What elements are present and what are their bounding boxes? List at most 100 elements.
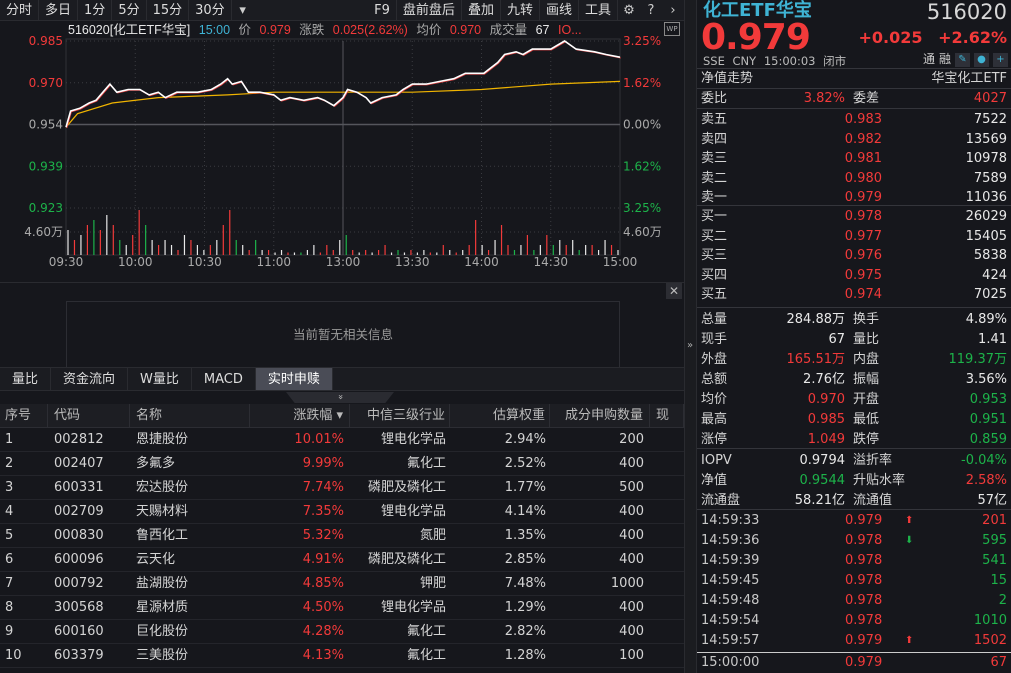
bids-row[interactable]: 买二 0.977 15405 <box>697 227 1011 247</box>
cell-0: 8 <box>5 600 14 615</box>
period-1[interactable]: 多日 <box>39 0 79 21</box>
stat-value: 284.88万 <box>786 312 846 327</box>
asks-row[interactable]: 卖一 0.979 11036 <box>697 188 1011 208</box>
panel-divider[interactable]: » <box>684 0 697 673</box>
asks-row[interactable]: 卖四 0.982 13569 <box>697 130 1011 150</box>
x-tick: 09:30 <box>49 255 84 269</box>
column-header-6[interactable]: 成分申购数量 <box>550 404 650 427</box>
tool-button-4[interactable]: 画线 <box>540 0 579 21</box>
column-header-7[interactable]: 现 <box>650 404 684 427</box>
tab-0[interactable]: 量比 <box>0 368 52 390</box>
cell-5: 2.82% <box>504 624 546 639</box>
bids-row[interactable]: 买三 0.976 5838 <box>697 246 1011 266</box>
tool-button-5[interactable]: 工具 <box>579 0 618 21</box>
tick-volume: 541 <box>982 553 1007 568</box>
close-icon[interactable]: ✕ <box>666 283 682 299</box>
x-tick: 14:30 <box>533 255 568 269</box>
asks-row[interactable]: 卖三 0.981 10978 <box>697 149 1011 169</box>
nav-trend-link[interactable]: 净值走势 <box>701 71 754 86</box>
intraday-chart[interactable]: 0.985 3.25% 0.970 1.62% 0.954 0.00% 0.939 1.62%… <box>0 30 684 280</box>
tool-button-1[interactable]: 盘前盘后 <box>397 0 462 21</box>
table-row[interactable]: 8 300568 星源材质 4.50% 锂电化学品 1.29% 400 <box>0 596 684 620</box>
table-row[interactable]: 6 600096 云天化 4.91% 磷肥及磷化工 2.85% 400 <box>0 548 684 572</box>
chevron-right-icon[interactable]: › <box>670 2 676 18</box>
wp-icon[interactable]: WP <box>664 22 680 36</box>
cell-1: 600331 <box>54 480 104 495</box>
column-header-4[interactable]: 中信三级行业 <box>350 404 450 427</box>
column-header-3[interactable]: 涨跌幅 ▾ <box>250 404 350 427</box>
bids-row[interactable]: 买四 0.975 424 <box>697 266 1011 286</box>
plus-icon[interactable]: + <box>993 52 1008 67</box>
stat-label: 内盘 <box>853 352 880 367</box>
table-row[interactable]: 4 002709 天赐材料 7.35% 锂电化学品 4.14% 400 <box>0 500 684 524</box>
weicha-value: 4027 <box>973 91 1007 106</box>
pencil-icon[interactable]: ✎ <box>955 52 970 67</box>
volume-label: 成交量 <box>489 23 528 37</box>
y-tick-left: 0.970 <box>29 76 63 90</box>
collapse-toggle[interactable]: » <box>286 392 394 403</box>
tick-price: 0.978 <box>845 593 883 608</box>
tick-list[interactable]: 14:59:33 0.979 ⬆ 201 14:59:36 0.978 ⬇ 595 14:59:… <box>697 509 1011 672</box>
column-header-5[interactable]: 估算权重 <box>450 404 550 427</box>
table-row[interactable]: 7 000792 盐湖股份 4.85% 钾肥 7.48% 1000 <box>0 572 684 596</box>
tab-3[interactable]: MACD <box>192 368 256 390</box>
tool-button-3[interactable]: 九转 <box>501 0 540 21</box>
help-icon[interactable]: ? <box>647 2 655 18</box>
asks-row[interactable]: 卖五 0.983 7522 <box>697 110 1011 130</box>
level-label: 买五 <box>701 287 728 302</box>
more-periods-icon[interactable]: ▾ <box>239 2 246 18</box>
bell-icon[interactable]: ● <box>974 52 989 67</box>
security-label: 516020[化工ETF华宝] <box>68 23 191 37</box>
stat-label: IOPV <box>701 453 732 468</box>
cell-7 <box>650 644 684 667</box>
period-0[interactable]: 分时 <box>0 0 40 21</box>
cell-5: 2.52% <box>504 456 546 471</box>
cell-6: 400 <box>619 456 644 471</box>
cell-6: 100 <box>619 648 644 663</box>
period-3[interactable]: 5分 <box>112 0 147 21</box>
bids-row[interactable]: 买一 0.978 26029 <box>697 207 1011 227</box>
level-price: 0.974 <box>844 287 882 302</box>
tick-row: 14:59:45 0.978 15 <box>697 571 1011 591</box>
stat-row: IOPV 0.9794 溢折率 -0.04% <box>697 451 1011 471</box>
gear-icon[interactable]: ⚙ <box>623 2 635 18</box>
table-row[interactable]: 9 600160 巨化股份 4.28% 氟化工 2.82% 400 <box>0 620 684 644</box>
tool-button-2[interactable]: 叠加 <box>462 0 501 21</box>
stat-label: 总量 <box>701 312 728 327</box>
tab-4[interactable]: 实时申赎 <box>255 368 333 390</box>
stat-row: 均价 0.970 开盘 0.953 <box>697 390 1011 410</box>
tool-button-0[interactable]: F9 <box>368 0 397 21</box>
tab-2[interactable]: W量比 <box>128 368 192 390</box>
cell-3: 4.91% <box>302 552 344 567</box>
table-row[interactable]: 1 002812 恩捷股份 10.01% 锂电化学品 2.94% 200 <box>0 428 684 452</box>
level-label: 卖五 <box>701 112 728 127</box>
expand-icon[interactable]: » <box>687 340 694 351</box>
table-row[interactable]: 2 002407 多氟多 9.99% 氟化工 2.52% 400 <box>0 452 684 476</box>
column-header-1[interactable]: 代码 <box>48 404 130 427</box>
period-2[interactable]: 1分 <box>78 0 113 21</box>
asks-row[interactable]: 卖二 0.980 7589 <box>697 169 1011 189</box>
nav-row: 净值走势 华宝化工ETF <box>697 68 1011 89</box>
tab-1[interactable]: 资金流向 <box>51 368 129 390</box>
cell-0: 6 <box>5 552 14 567</box>
no-arrow <box>905 551 925 571</box>
tick-time: 14:59:48 <box>701 593 760 608</box>
stat-value: 0.953 <box>969 392 1007 407</box>
period-5[interactable]: 30分 <box>189 0 232 21</box>
cell-5: 1.77% <box>504 480 546 495</box>
column-header-2[interactable]: 名称 <box>130 404 250 427</box>
bids-row[interactable]: 买五 0.974 7025 <box>697 285 1011 305</box>
table-row[interactable]: 5 000830 鲁西化工 5.32% 氮肥 1.35% 400 <box>0 524 684 548</box>
stat-label: 振幅 <box>853 372 880 387</box>
cell-3: 7.35% <box>302 504 344 519</box>
cell-3: 4.50% <box>302 600 344 615</box>
cell-6: 500 <box>619 480 644 495</box>
cell-0: 2 <box>5 456 14 471</box>
tick-price: 0.978 <box>845 553 883 568</box>
period-4[interactable]: 15分 <box>147 0 190 21</box>
column-header-0[interactable]: 序号 <box>0 404 48 427</box>
tick-volume: 67 <box>990 655 1007 670</box>
table-row[interactable]: 3 600331 宏达股份 7.74% 磷肥及磷化工 1.77% 500 <box>0 476 684 500</box>
table-row[interactable]: 10 603379 三美股份 4.13% 氟化工 1.28% 100 <box>0 644 684 668</box>
etf-stats: IOPV 0.9794 溢折率 -0.04% 净值 0.9544 升贴水率 2.58% 流通盘 5… <box>697 448 1011 511</box>
